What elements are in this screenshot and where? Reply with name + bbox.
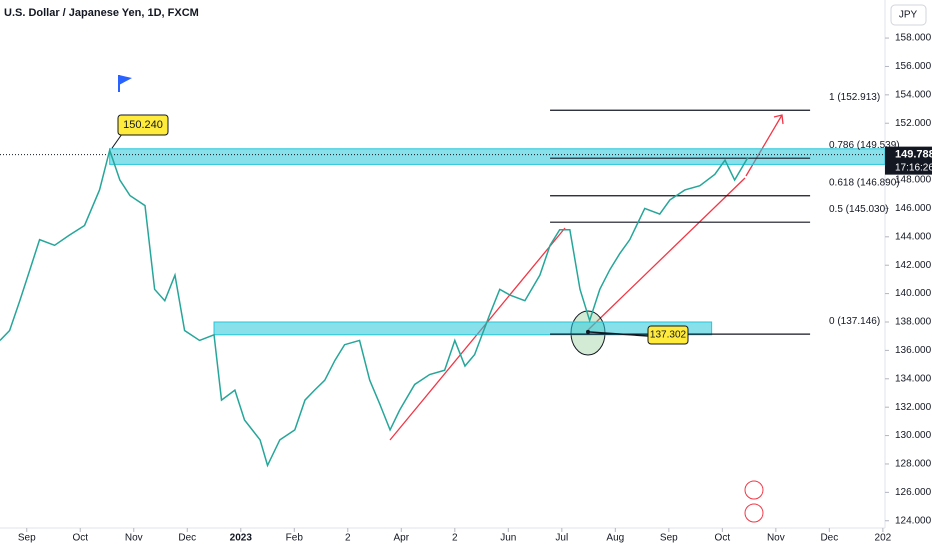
callout-point	[586, 329, 590, 334]
last-price-label: 149.788	[895, 149, 932, 161]
x-tick-label: Dec	[820, 533, 838, 544]
fib-label: 0.786 (149.539)	[829, 140, 900, 151]
callout-label: 137.302	[650, 330, 687, 341]
x-tick-label: Nov	[767, 533, 785, 544]
x-tick-label: 2023	[230, 533, 253, 544]
last-price-box	[885, 146, 932, 175]
x-tick-label: 2	[345, 533, 351, 544]
y-tick-label: 136.000	[895, 345, 932, 356]
currency: JPY	[899, 10, 918, 21]
x-tick-label: Sep	[18, 533, 36, 544]
y-tick-label: 148.000	[895, 175, 932, 186]
callout-leader	[587, 331, 649, 337]
flag	[118, 75, 132, 92]
y-tick-label: 154.000	[895, 89, 932, 100]
arrow-head	[773, 114, 784, 125]
y-tick-label: 158.000	[895, 33, 932, 44]
x-tick-label: Apr	[394, 533, 410, 544]
x-tick-label: Dec	[178, 533, 196, 544]
fib-label: 0.5 (145.030)	[829, 204, 889, 215]
trend-arrow	[745, 114, 783, 177]
countdown: 17:16:26	[895, 162, 932, 173]
event-icons	[744, 480, 764, 523]
callout-leader	[111, 133, 123, 149]
y-tick-label: 144.000	[895, 231, 932, 242]
fib-label: 1 (152.913)	[829, 92, 880, 103]
currency-box[interactable]	[890, 4, 927, 26]
x-tick-label: Aug	[606, 533, 624, 544]
x-tick-label: Nov	[125, 533, 143, 544]
y-tick-label: 142.000	[895, 260, 932, 271]
x-tick-label: Jul	[555, 533, 568, 544]
y-tick-label: 140.000	[895, 288, 932, 299]
x-tick-label: Oct	[715, 533, 731, 544]
trend-line	[587, 177, 746, 331]
x-tick-label: Feb	[286, 533, 304, 544]
y-tick-label: 124.000	[895, 515, 932, 526]
y-tick-label: 134.000	[895, 373, 932, 384]
x-tick-label: 202	[875, 533, 892, 544]
y-tick-label: 152.000	[895, 118, 932, 129]
y-tick-label: 146.000	[895, 203, 932, 214]
zone	[213, 321, 713, 336]
fib-label: 0 (137.146)	[829, 316, 880, 327]
x-tick-label: Jun	[500, 533, 516, 544]
fib-label: 0.618 (146.890)	[829, 177, 900, 188]
x-tick-label: Sep	[660, 533, 678, 544]
x-tick-label: 2	[452, 533, 458, 544]
callout-box	[647, 325, 689, 345]
y-tick-label: 132.000	[895, 402, 932, 413]
zone	[109, 148, 886, 165]
y-tick-label: 130.000	[895, 430, 932, 441]
y-tick-label: 126.000	[895, 487, 932, 498]
price-line	[0, 147, 749, 468]
chart-title: U.S. Dollar / Japanese Yen, 1D, FXCM	[4, 7, 199, 19]
y-tick-label: 138.000	[895, 317, 932, 328]
y-tick-label: 156.000	[895, 61, 932, 72]
x-tick-label: Oct	[72, 533, 88, 544]
y-tick-label: 128.000	[895, 459, 932, 470]
callout-box	[117, 114, 169, 136]
callout-label: 150.240	[123, 119, 163, 131]
